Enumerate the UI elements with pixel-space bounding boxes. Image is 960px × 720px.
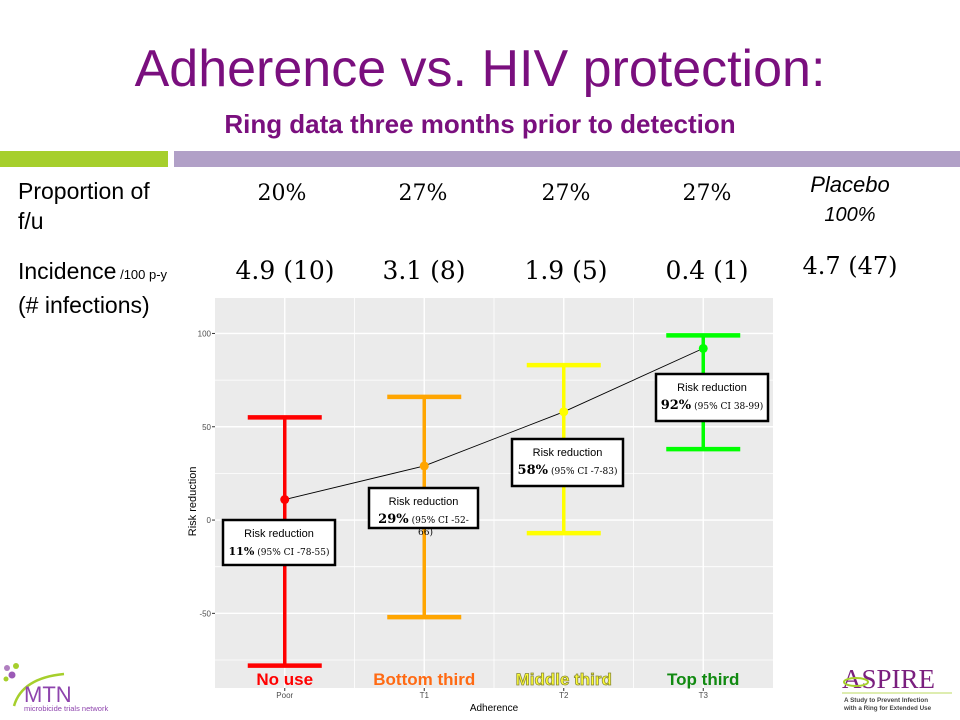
y-tick-label: 100 xyxy=(198,329,212,338)
aspire-logo-ring xyxy=(843,677,869,687)
mtn-logo-name: MTN xyxy=(24,682,72,707)
placebo-incidence: 4.7 (47) xyxy=(802,252,898,280)
proportion-t2: 27% xyxy=(541,181,591,206)
annotation-value: 58% xyxy=(518,463,549,478)
placebo-proportion: 100% xyxy=(824,204,876,226)
annotation-value: 11% xyxy=(229,545,255,558)
annotation-value-line: 92% (95% CI 38-99) xyxy=(661,398,764,413)
annotation-box xyxy=(510,437,625,488)
group-label-t1: Bottom third xyxy=(373,670,475,689)
annotation-value-line: 11% (95% CI -78-55) xyxy=(229,545,330,558)
accent-bar-green xyxy=(0,151,168,167)
annotation-title: Risk reduction xyxy=(677,382,747,394)
annotation-ci: (95% CI -7-83) xyxy=(551,466,617,477)
incidence-t2: 1.9 (5) xyxy=(524,256,608,285)
annotation-ci: (95% CI -52- xyxy=(412,515,469,526)
proportion-poor: 20% xyxy=(257,181,307,206)
mtn-logo: MTN microbicide trials network xyxy=(3,663,108,713)
mtn-logo-dot xyxy=(3,676,9,682)
data-point-t3 xyxy=(698,343,708,353)
placebo-label: Placebo xyxy=(810,172,890,197)
mtn-logo-dot xyxy=(4,665,10,671)
mtn-logo-swoosh xyxy=(12,672,65,707)
y-axis-label: Risk reduction xyxy=(187,467,199,537)
slide-subtitle: Ring data three months prior to detectio… xyxy=(224,109,736,139)
incidence-t1: 3.1 (8) xyxy=(382,256,466,285)
mtn-logo-tagline: microbicide trials network xyxy=(24,704,108,713)
mtn-logo-dot xyxy=(13,663,19,669)
annotation-title: Risk reduction xyxy=(533,447,603,459)
trend-line xyxy=(284,347,704,500)
aspire-logo-tagline-2: with a Ring for Extended Use xyxy=(843,705,932,712)
proportion-t1: 27% xyxy=(398,181,448,206)
aspire-logo-tagline-1: A Study to Prevent Infection xyxy=(844,697,928,704)
slide-title: Adherence vs. HIV protection: xyxy=(134,40,826,98)
annotation-title: Risk reduction xyxy=(389,496,459,508)
group-label-t2: Middle third xyxy=(516,670,612,689)
annotation-value: 29% xyxy=(378,512,409,527)
data-point-t2 xyxy=(559,407,569,417)
row-label-proportion: Proportion of f/u xyxy=(18,176,150,236)
y-tick-label: 0 xyxy=(207,516,212,525)
annotation-ci-overflow: 66) xyxy=(418,527,433,538)
proportion-t3: 27% xyxy=(682,181,732,206)
row-label-proportion-line1: Proportion of xyxy=(18,178,150,204)
accent-bar-purple xyxy=(174,151,960,167)
group-label-poor: No use xyxy=(256,670,313,689)
x-axis-label: Adherence xyxy=(470,703,519,714)
annotation-value: 92% xyxy=(661,398,692,413)
x-tick-label: T1 xyxy=(420,691,430,700)
data-point-t1 xyxy=(419,461,429,471)
aspire-logo: ASPIRE A Study to Prevent Infection with… xyxy=(842,664,952,712)
row-label-incidence-main: Incidence xyxy=(18,258,117,284)
row-label-proportion-line2: f/u xyxy=(18,208,44,234)
annotation-ci: (95% CI -78-55) xyxy=(257,547,329,558)
annotation-ci: (95% CI 38-99) xyxy=(694,401,763,412)
annotation-title: Risk reduction xyxy=(244,528,314,540)
annotation-box xyxy=(654,372,770,423)
x-tick-label: Poor xyxy=(276,691,293,700)
row-label-incidence: Incidence /100 p-y (# infections) xyxy=(18,256,167,320)
row-label-incidence-line2: (# infections) xyxy=(18,292,150,318)
x-tick-label: T2 xyxy=(559,691,569,700)
group-label-t3: Top third xyxy=(667,670,739,689)
incidence-t3: 0.4 (1) xyxy=(665,256,749,285)
annotation-box xyxy=(367,486,480,530)
annotation-value-line: 58% (95% CI -7-83) xyxy=(518,463,618,478)
row-label-incidence-unit: /100 p-y xyxy=(116,267,168,282)
annotation-value-line: 29% (95% CI -52- xyxy=(378,512,469,527)
x-tick-label: T3 xyxy=(699,691,709,700)
incidence-poor: 4.9 (10) xyxy=(235,256,335,285)
y-tick-label: 50 xyxy=(202,423,211,432)
annotation-box xyxy=(221,518,337,567)
data-point-poor xyxy=(280,495,290,505)
y-tick-label: -50 xyxy=(199,609,211,618)
mtn-logo-dot xyxy=(8,671,16,679)
